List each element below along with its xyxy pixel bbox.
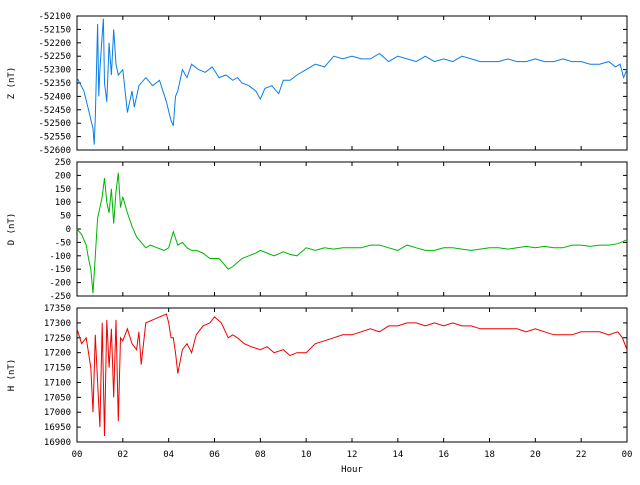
x-tick-label: 02 (117, 450, 128, 460)
x-tick-label: 14 (392, 450, 403, 460)
y-tick-label-h: 17050 (44, 393, 71, 403)
series-line-z (76, 18, 628, 145)
series-line-d (76, 172, 628, 294)
x-tick-label: 12 (347, 450, 358, 460)
y-axis-label-d: D (nT) (7, 213, 17, 246)
x-tick-label: 10 (301, 450, 312, 460)
y-tick-label-d: -200 (49, 279, 71, 289)
y-tick-label-h: 17200 (44, 349, 71, 359)
y-axis-label-h: H (nT) (7, 359, 17, 392)
y-tick-label-d: 250 (55, 158, 71, 168)
y-tick-label-z: -52550 (38, 133, 71, 143)
x-tick-label: 20 (530, 450, 541, 460)
y-tick-label-d: -50 (55, 238, 71, 248)
y-tick-label-d: -150 (49, 265, 71, 275)
x-tick-label: 06 (209, 450, 220, 460)
y-tick-label-h: 17000 (44, 408, 71, 418)
y-tick-label-h: 17100 (44, 378, 71, 388)
y-tick-label-d: 200 (55, 171, 71, 181)
y-tick-label-d: -100 (49, 252, 71, 262)
y-tick-label-d: 50 (60, 212, 71, 222)
y-tick-label-h: 17350 (44, 304, 71, 314)
y-tick-label-d: -250 (49, 292, 71, 302)
y-tick-label-d: 150 (55, 185, 71, 195)
y-tick-label-h: 16900 (44, 438, 71, 448)
x-tick-label: 04 (163, 450, 174, 460)
y-tick-label-d: 0 (66, 225, 71, 235)
y-tick-label-z: -52350 (38, 79, 71, 89)
y-tick-label-z: -52300 (38, 66, 71, 76)
y-tick-label-h: 17150 (44, 364, 71, 374)
y-tick-label-z: -52450 (38, 106, 71, 116)
x-tick-label: 00 (622, 450, 633, 460)
y-tick-label-z: -52150 (38, 25, 71, 35)
y-tick-label-z: -52500 (38, 119, 71, 129)
series-line-h (76, 313, 628, 437)
y-axis-label-z: Z (nT) (7, 67, 17, 100)
y-tick-label-h: 16950 (44, 423, 71, 433)
x-tick-label: 08 (255, 450, 266, 460)
x-axis-label: Hour (341, 465, 363, 475)
y-tick-label-z: -52600 (38, 146, 71, 156)
x-tick-label: 22 (576, 450, 587, 460)
y-tick-label-z: -52200 (38, 39, 71, 49)
y-tick-label-z: -52400 (38, 92, 71, 102)
y-tick-label-h: 17300 (44, 319, 71, 329)
x-tick-label: 00 (72, 450, 83, 460)
x-tick-label: 18 (484, 450, 495, 460)
y-tick-label-z: -52250 (38, 52, 71, 62)
y-tick-label-h: 17250 (44, 334, 71, 344)
x-tick-label: 16 (438, 450, 449, 460)
y-tick-label-d: 100 (55, 198, 71, 208)
y-tick-label-z: -52100 (38, 12, 71, 22)
